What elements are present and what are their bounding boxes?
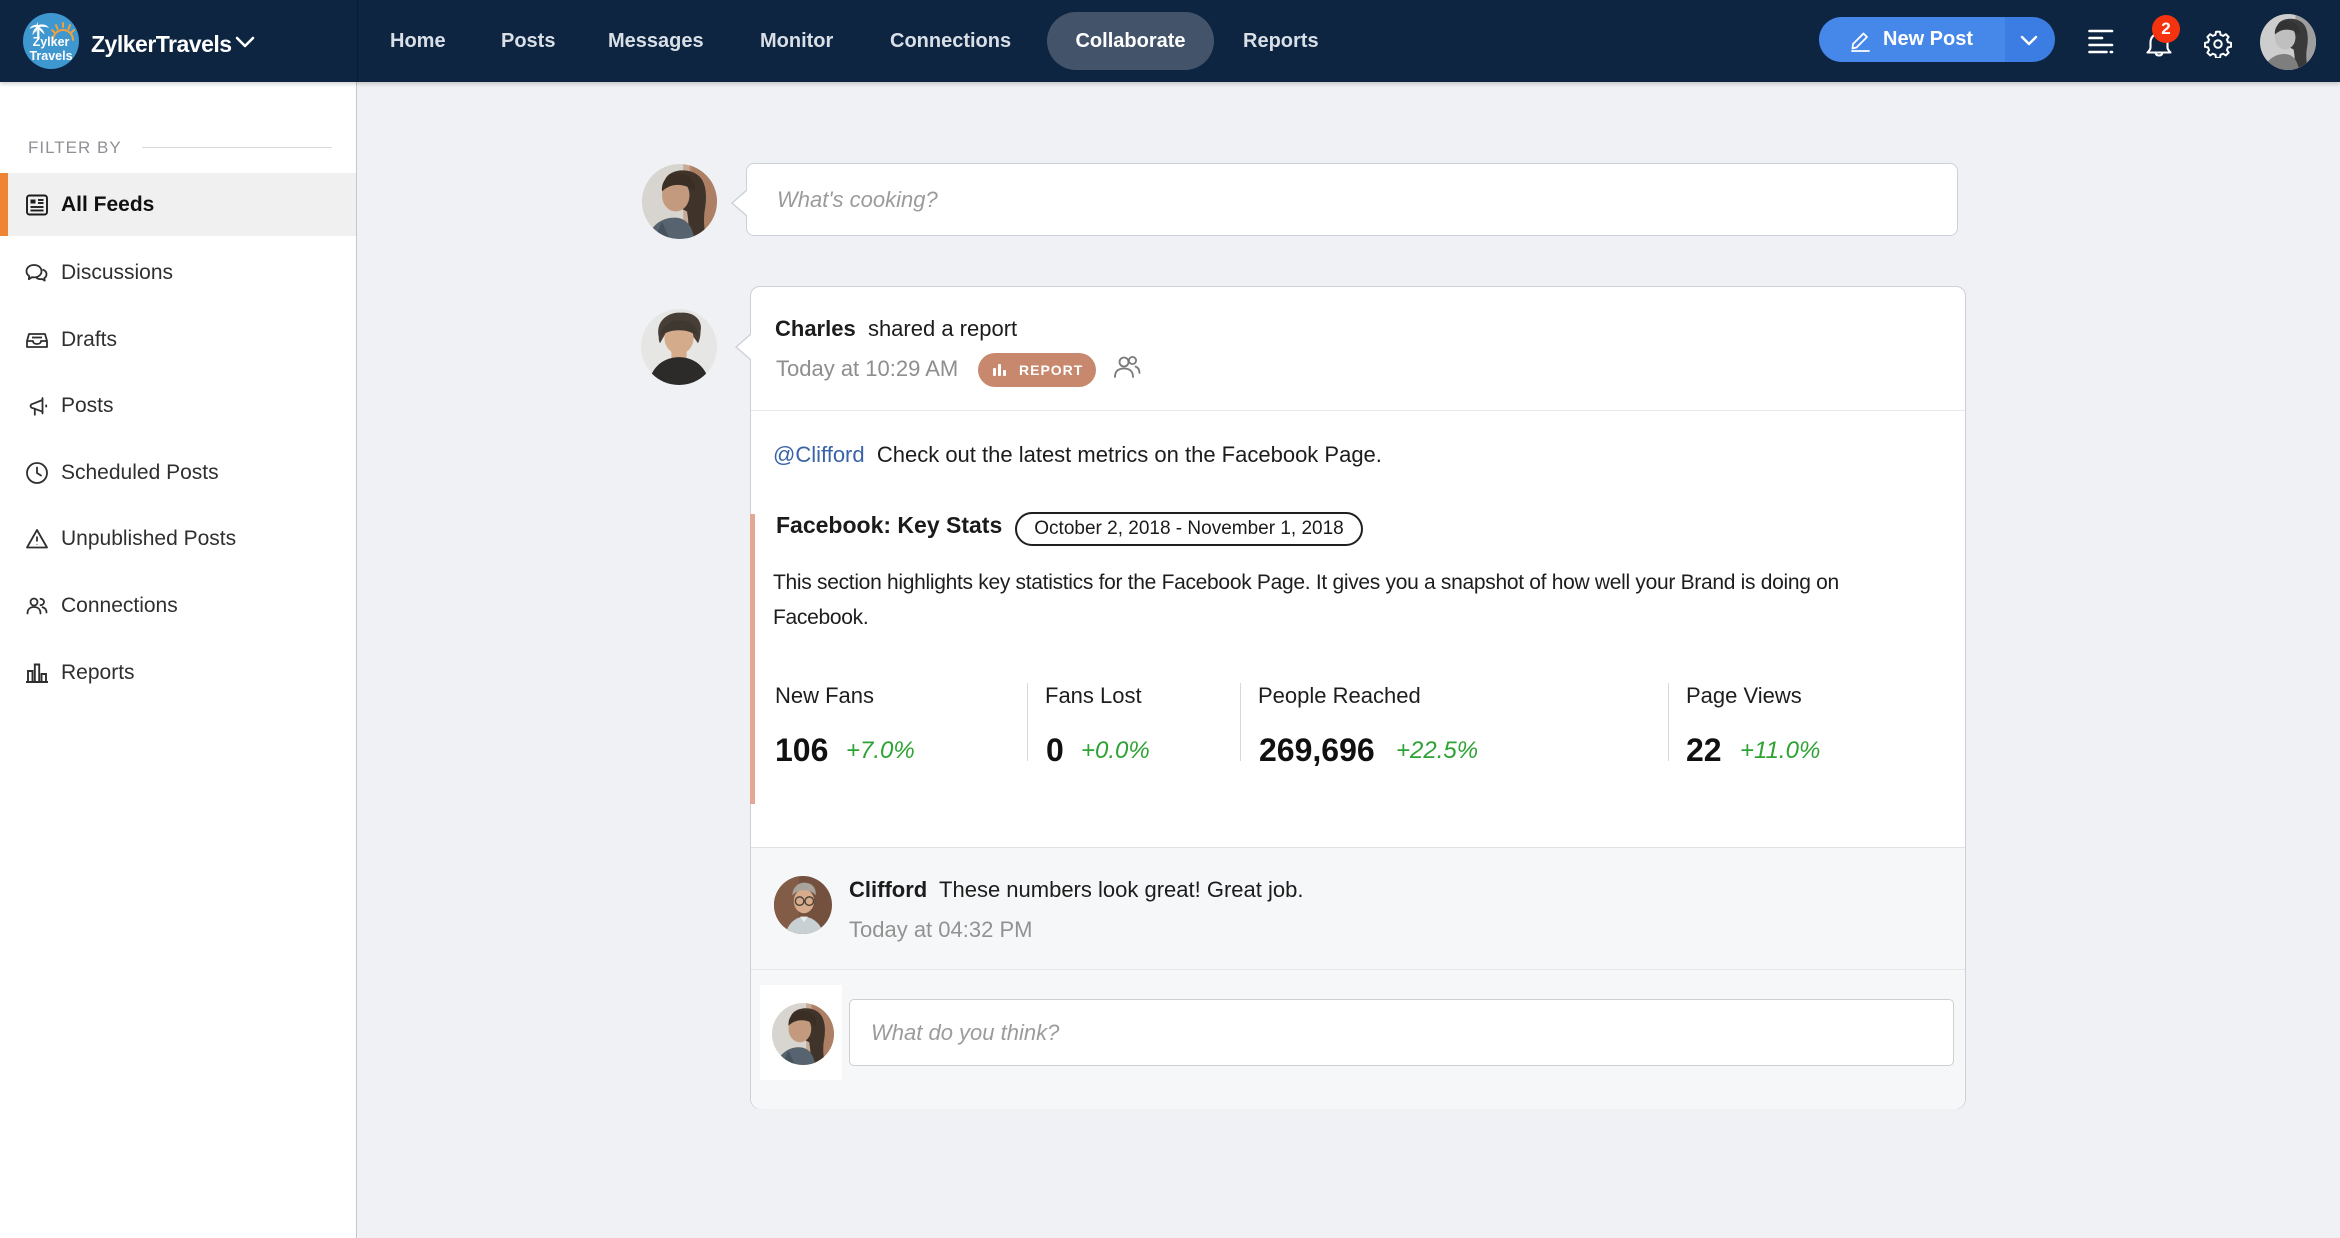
svg-text:Zylker: Zylker	[33, 35, 70, 49]
svg-text:Travels: Travels	[29, 49, 72, 63]
